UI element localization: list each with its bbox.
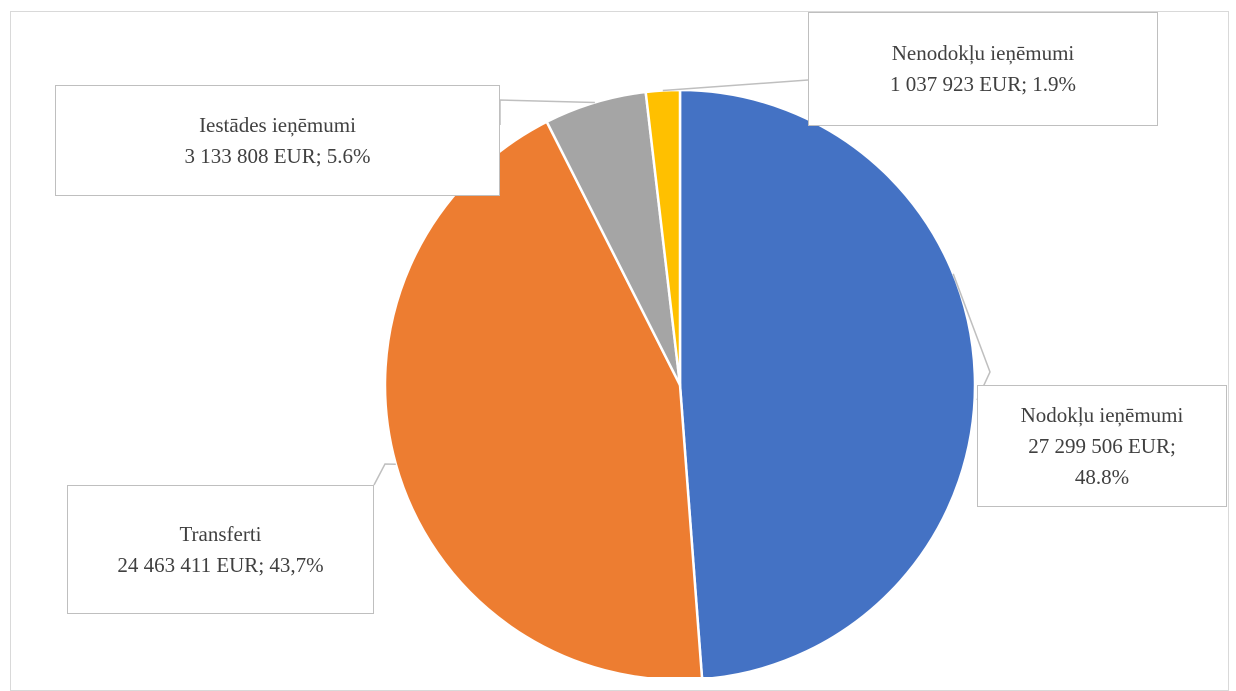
label-iestades-value: 3 133 808 EUR; 5.6% [184, 143, 371, 168]
label-nenodoklu-ienemumi: Nenodokļu ieņēmumi 1 037 923 EUR; 1.9% [808, 12, 1158, 126]
label-nodoklu-name: Nodokļu ieņēmumi [1020, 402, 1184, 427]
label-nenodoklu-name: Nenodokļu ieņēmumi [891, 41, 1075, 65]
leader-line-3 [662, 79, 809, 92]
label-transferti-name: Transferti [179, 521, 262, 546]
leader-line-2 [499, 99, 595, 125]
label-transferti: Transferti 24 463 411 EUR; 43,7% [67, 485, 374, 614]
pie-slice-0 [678, 88, 977, 677]
label-nodoklu-percent: 48.8% [1074, 464, 1130, 489]
label-nodoklu-ienemumi: Nodokļu ieņēmumi 27 299 506 EUR; 48.8% [977, 385, 1227, 507]
label-nodoklu-value: 27 299 506 EUR; [1028, 433, 1176, 458]
pie-chart [373, 79, 991, 677]
label-iestades-name: Iestādes ieņēmumi [199, 112, 356, 137]
leader-line-1 [373, 463, 396, 486]
label-iestades-ienemumi: Iestādes ieņēmumi 3 133 808 EUR; 5.6% [55, 85, 500, 196]
label-nenodoklu-value: 1 037 923 EUR; 1.9% [889, 72, 1077, 96]
label-transferti-value: 24 463 411 EUR; 43,7% [117, 552, 324, 577]
